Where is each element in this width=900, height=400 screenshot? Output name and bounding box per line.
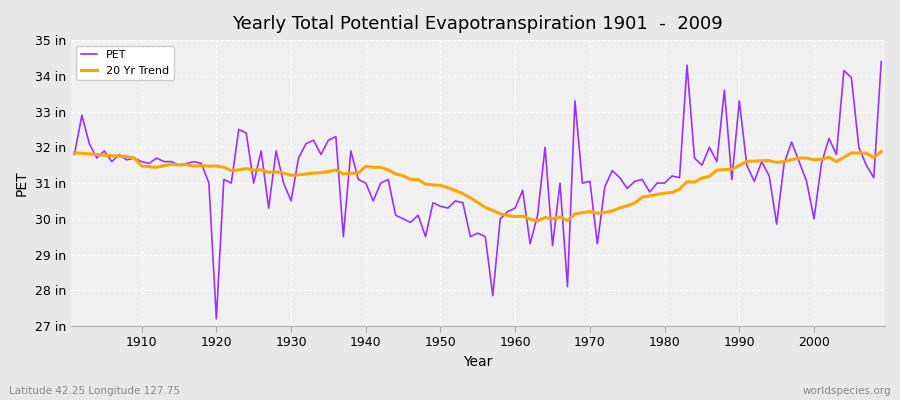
20 Yr Trend [502,213,513,218]
PET [211,316,221,321]
20 Yr Trend [338,172,349,176]
Text: Latitude 42.25 Longitude 127.75: Latitude 42.25 Longitude 127.75 [9,386,180,396]
20 Yr Trend [876,149,886,154]
20 Yr Trend [607,208,617,213]
Line: PET: PET [75,62,881,319]
PET [346,148,356,153]
Title: Yearly Total Potential Evapotranspiration 1901  -  2009: Yearly Total Potential Evapotranspiratio… [232,15,724,33]
20 Yr Trend [293,172,304,177]
20 Yr Trend [509,214,520,219]
PET [301,141,311,146]
PET [876,59,886,64]
PET [129,156,140,160]
PET [509,206,520,210]
PET [607,168,617,173]
PET [518,188,528,193]
PET [69,152,80,157]
Y-axis label: PET: PET [15,170,29,196]
20 Yr Trend [129,156,140,160]
20 Yr Trend [532,218,543,223]
Text: worldspecies.org: worldspecies.org [803,386,891,396]
20 Yr Trend [69,150,80,155]
Legend: PET, 20 Yr Trend: PET, 20 Yr Trend [76,46,174,80]
Line: 20 Yr Trend: 20 Yr Trend [75,152,881,221]
X-axis label: Year: Year [464,355,492,369]
